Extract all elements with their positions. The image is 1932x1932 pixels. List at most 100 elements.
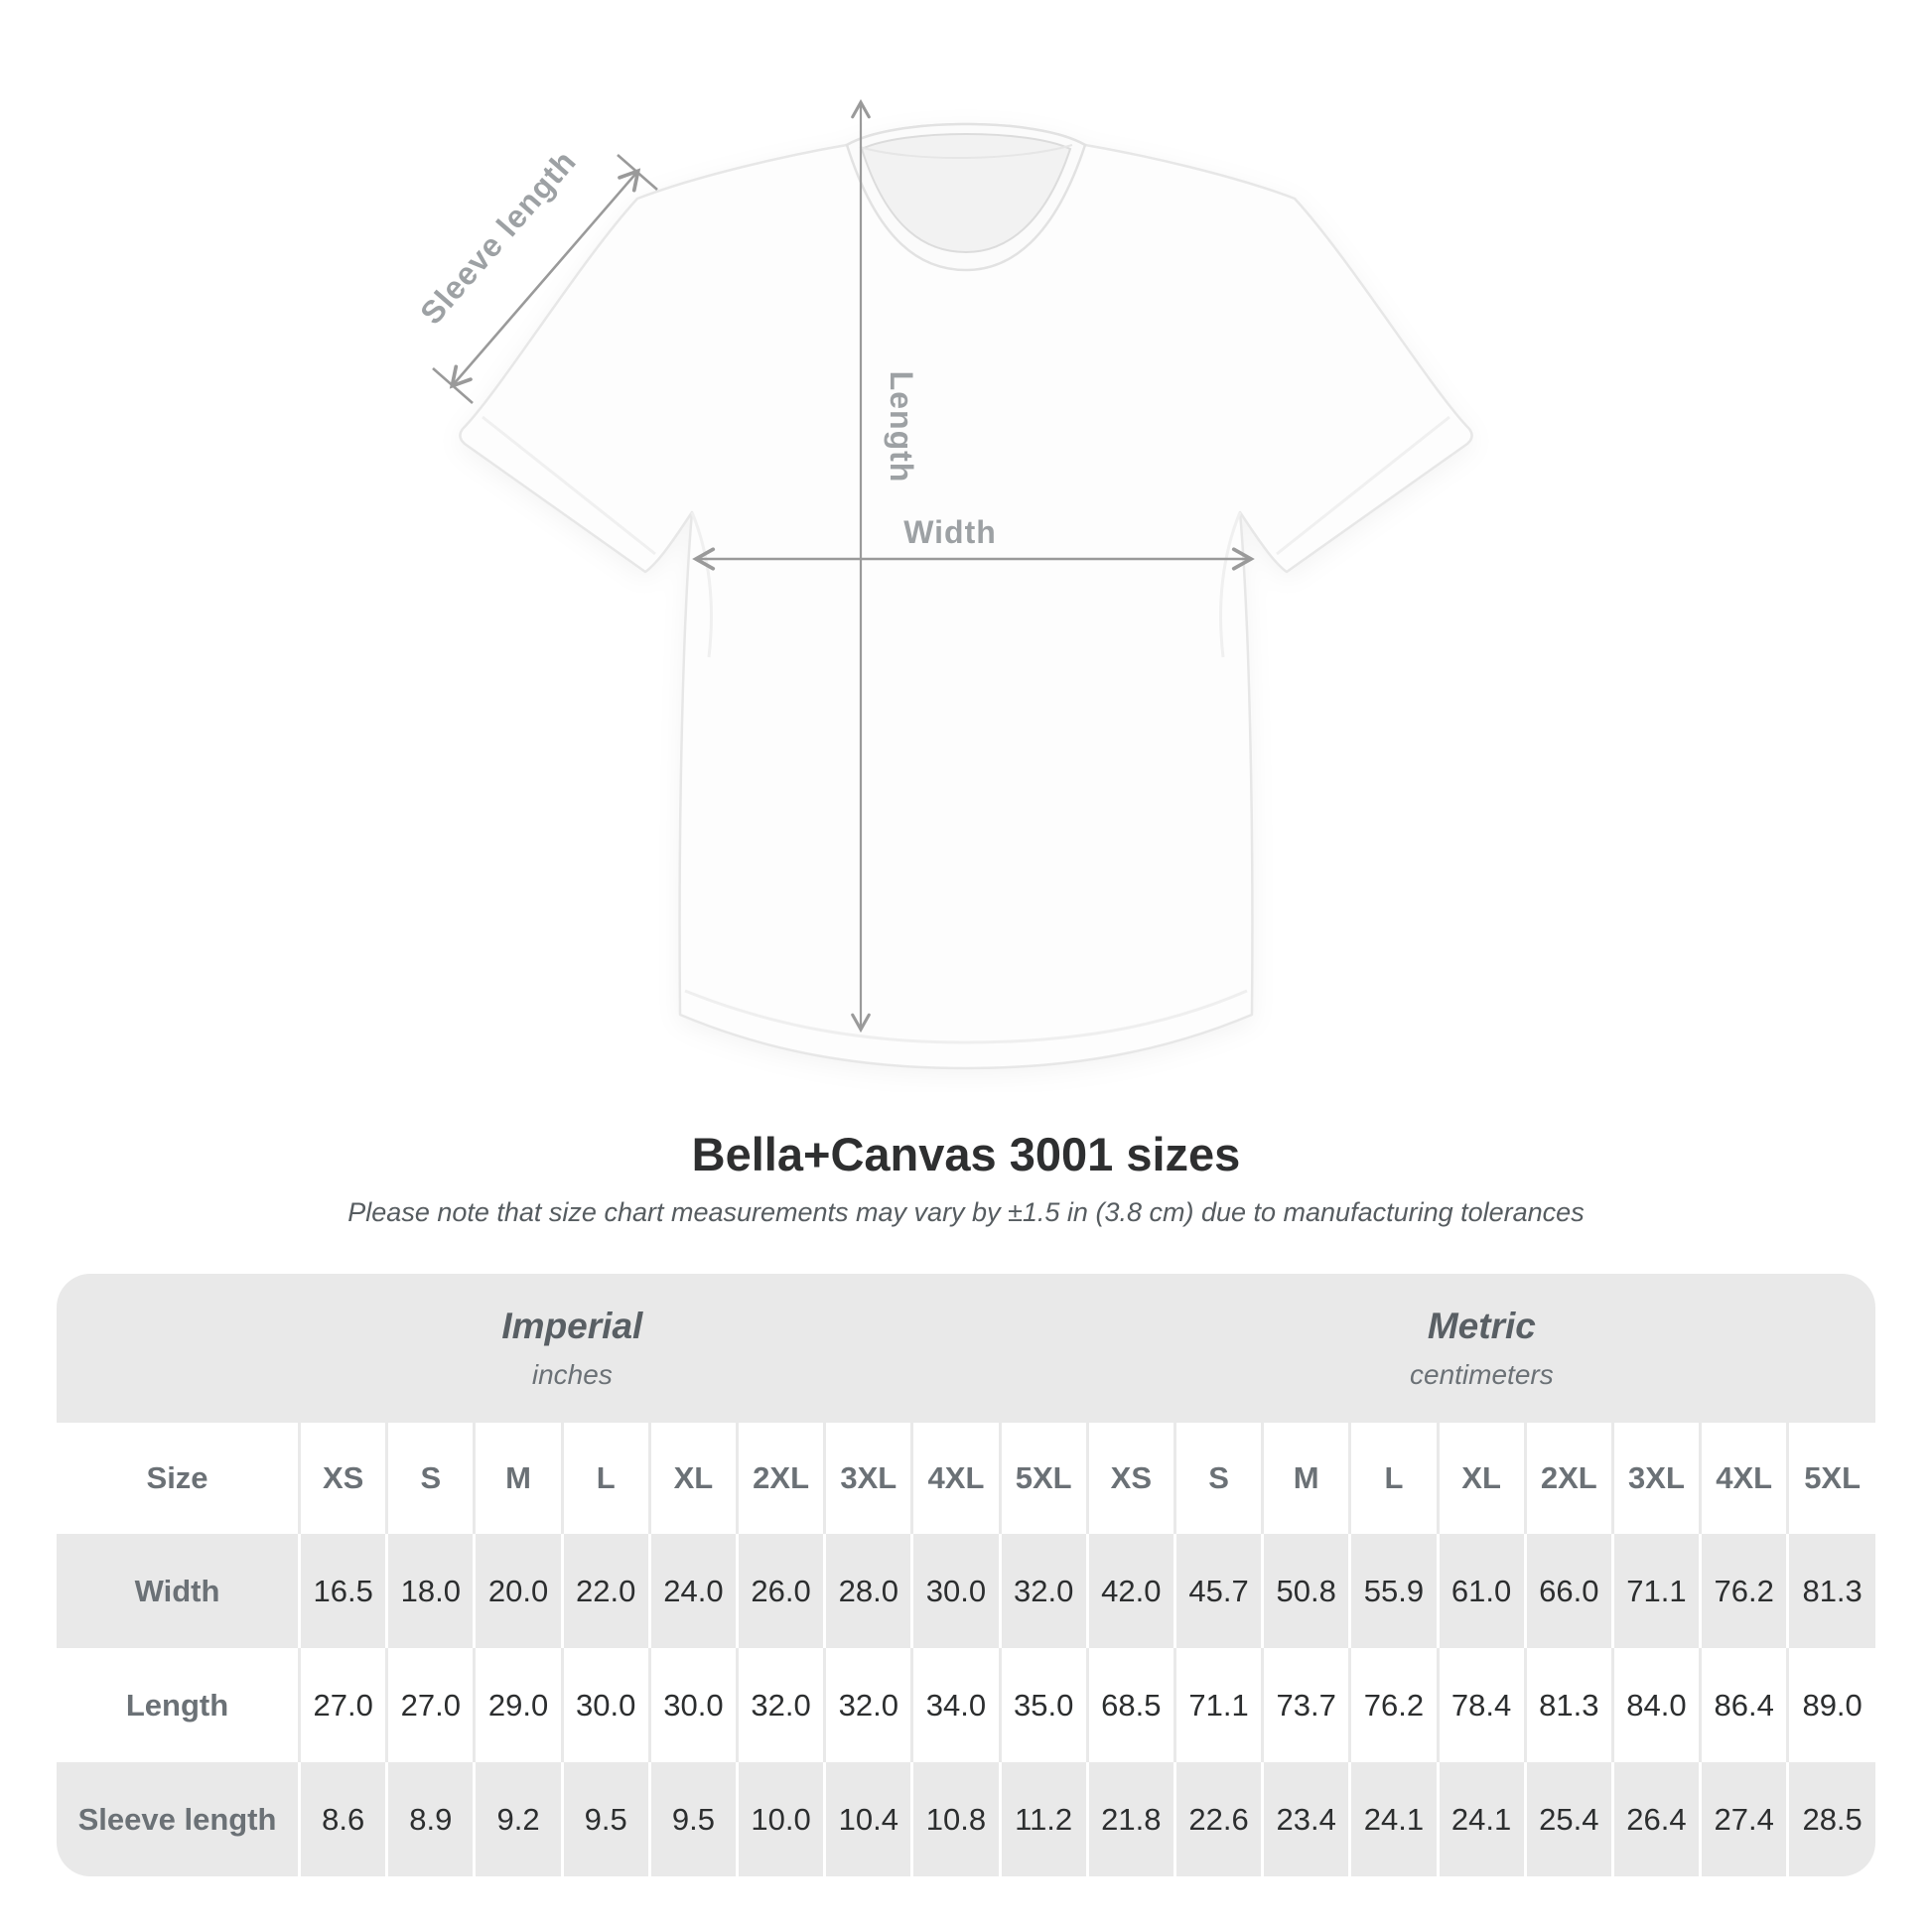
tshirt-right-armpit-crease bbox=[1219, 511, 1242, 658]
measurement-value: 10.8 bbox=[910, 1762, 1001, 1877]
size-header-imperial-2xl: 2XL bbox=[735, 1423, 825, 1535]
size-header-imperial-3xl: 3XL bbox=[823, 1423, 912, 1535]
row-label: Sleeve length bbox=[77, 1801, 277, 1837]
measurement-value: 73.7 bbox=[1261, 1648, 1350, 1763]
measurement-value: 30.0 bbox=[647, 1648, 738, 1763]
measurement-value: 21.8 bbox=[1085, 1762, 1175, 1877]
measurement-value: 55.9 bbox=[1348, 1534, 1438, 1649]
size-header-metric-3xl: 3XL bbox=[1610, 1423, 1701, 1535]
measurement-value: 27.0 bbox=[385, 1648, 475, 1763]
tshirt-diagram-svg: Sleeve length Length Width bbox=[413, 98, 1473, 1070]
measurement-value: 89.0 bbox=[1786, 1648, 1875, 1763]
size-table-card: Imperial inches Metric centimeters Size X… bbox=[57, 1274, 1875, 1877]
measurement-value: 68.5 bbox=[1085, 1648, 1175, 1763]
size-header-imperial-xs: XS bbox=[298, 1423, 387, 1535]
measurement-value: 81.3 bbox=[1786, 1534, 1875, 1649]
measurement-value: 29.0 bbox=[473, 1648, 563, 1763]
measurement-value: 42.0 bbox=[1085, 1534, 1175, 1649]
row-label: Length bbox=[125, 1687, 229, 1723]
row-label: Width bbox=[134, 1573, 220, 1608]
size-column-title: Size bbox=[146, 1460, 208, 1496]
measurement-value: 27.4 bbox=[1699, 1762, 1788, 1877]
measurement-value: 18.0 bbox=[385, 1534, 475, 1649]
measurement-value: 26.4 bbox=[1610, 1762, 1701, 1877]
measurement-value: 16.5 bbox=[298, 1534, 387, 1649]
page-subtitle: Please note that size chart measurements… bbox=[347, 1197, 1585, 1228]
sizes-table: Size XS S M L XL 2XL 3XL 4XL 5XL XS S M L XL 2XL 3XL 4XL 5… bbox=[57, 1423, 1875, 1877]
measurement-value: 32.0 bbox=[735, 1648, 825, 1763]
measurement-value: 32.0 bbox=[823, 1648, 912, 1763]
unit-group-imperial: Imperial inches bbox=[57, 1274, 1088, 1423]
measurement-value: 24.1 bbox=[1348, 1762, 1438, 1877]
measurement-value: 23.4 bbox=[1261, 1762, 1350, 1877]
size-header-metric-xl: XL bbox=[1436, 1423, 1526, 1535]
size-header-metric-m: M bbox=[1261, 1423, 1350, 1535]
size-header-metric-s: S bbox=[1173, 1423, 1263, 1535]
tshirt-illustration bbox=[459, 122, 1473, 1070]
measurement-value: 66.0 bbox=[1523, 1534, 1613, 1649]
metric-unit-label: centimeters bbox=[1410, 1359, 1554, 1391]
measurement-value: 71.1 bbox=[1173, 1648, 1263, 1763]
measurement-value: 71.1 bbox=[1610, 1534, 1701, 1649]
size-header-imperial-4xl: 4XL bbox=[910, 1423, 1001, 1535]
measurement-value: 34.0 bbox=[910, 1648, 1001, 1763]
size-header-metric-5xl: 5XL bbox=[1786, 1423, 1875, 1535]
measurement-value: 32.0 bbox=[998, 1534, 1088, 1649]
length-label: Length bbox=[884, 371, 919, 483]
size-header-imperial-s: S bbox=[385, 1423, 475, 1535]
sleeve-length-tick-top bbox=[617, 154, 658, 191]
measurement-value: 26.0 bbox=[735, 1534, 825, 1649]
measurement-value: 9.2 bbox=[473, 1762, 563, 1877]
unit-group-metric: Metric centimeters bbox=[1088, 1274, 1875, 1423]
measurement-value: 28.5 bbox=[1786, 1762, 1875, 1877]
size-header-imperial-m: M bbox=[473, 1423, 563, 1535]
measurement-value: 76.2 bbox=[1348, 1648, 1438, 1763]
tshirt-left-cuff-seam bbox=[482, 415, 656, 556]
tshirt-body bbox=[459, 122, 1473, 1070]
size-header-metric-xs: XS bbox=[1085, 1423, 1175, 1535]
measurement-value: 35.0 bbox=[998, 1648, 1088, 1763]
measurement-value: 84.0 bbox=[1610, 1648, 1701, 1763]
measurement-value: 24.1 bbox=[1436, 1762, 1526, 1877]
measurement-value: 86.4 bbox=[1699, 1648, 1788, 1763]
sleeve-length-arrow bbox=[432, 154, 658, 404]
measurement-row-width: Width 16.5 18.0 20.0 22.0 24.0 26.0 28.0 30.0 32.… bbox=[57, 1534, 1875, 1649]
tshirt-neck-opening bbox=[860, 133, 1072, 254]
tshirt-right-cuff-seam bbox=[1276, 415, 1450, 556]
measurement-value: 8.9 bbox=[385, 1762, 475, 1877]
tshirt-left-armpit-crease bbox=[690, 511, 713, 658]
size-header-imperial-l: L bbox=[560, 1423, 650, 1535]
size-header-imperial-5xl: 5XL bbox=[998, 1423, 1088, 1535]
size-header-metric-2xl: 2XL bbox=[1523, 1423, 1613, 1535]
measurement-value: 22.6 bbox=[1173, 1762, 1263, 1877]
measurement-value: 50.8 bbox=[1261, 1534, 1350, 1649]
size-header-metric-l: L bbox=[1348, 1423, 1438, 1535]
measurement-value: 27.0 bbox=[298, 1648, 387, 1763]
page-title: Bella+Canvas 3001 sizes bbox=[691, 1128, 1241, 1180]
measurement-value: 8.6 bbox=[298, 1762, 387, 1877]
size-table-body: Width 16.5 18.0 20.0 22.0 24.0 26.0 28.0 30.0 32.… bbox=[57, 1534, 1875, 1877]
measurement-value: 10.4 bbox=[823, 1762, 912, 1877]
measurement-value: 28.0 bbox=[823, 1534, 912, 1649]
measurement-value: 20.0 bbox=[473, 1534, 563, 1649]
measurement-value: 81.3 bbox=[1523, 1648, 1613, 1763]
measurement-value: 11.2 bbox=[998, 1762, 1088, 1877]
measurement-value: 25.4 bbox=[1523, 1762, 1613, 1877]
size-header-metric-4xl: 4XL bbox=[1699, 1423, 1788, 1535]
measurement-value: 61.0 bbox=[1436, 1534, 1526, 1649]
imperial-unit-label: inches bbox=[531, 1359, 613, 1391]
measurement-row-length: Length 27.0 27.0 29.0 30.0 30.0 32.0 32.0 34.0 35… bbox=[57, 1648, 1875, 1763]
measurement-value: 24.0 bbox=[647, 1534, 738, 1649]
measurement-value: 76.2 bbox=[1699, 1534, 1788, 1649]
metric-group-label: Metric bbox=[1427, 1306, 1536, 1347]
tshirt-hem-seam bbox=[684, 989, 1248, 1044]
unit-group-band: Imperial inches Metric centimeters bbox=[57, 1274, 1875, 1424]
measurement-value: 22.0 bbox=[560, 1534, 650, 1649]
measurement-value: 45.7 bbox=[1173, 1534, 1263, 1649]
chart-header: Bella+Canvas 3001 sizes Please note that… bbox=[0, 1128, 1932, 1228]
tshirt-measurement-diagram: Sleeve length Length Width bbox=[413, 98, 1473, 1070]
measurement-row-sleeve-length: Sleeve length 8.6 8.9 9.2 9.5 9.5 10.0 10.4 10.8… bbox=[57, 1762, 1875, 1877]
size-header-imperial-xl: XL bbox=[647, 1423, 738, 1535]
measurement-value: 30.0 bbox=[910, 1534, 1001, 1649]
